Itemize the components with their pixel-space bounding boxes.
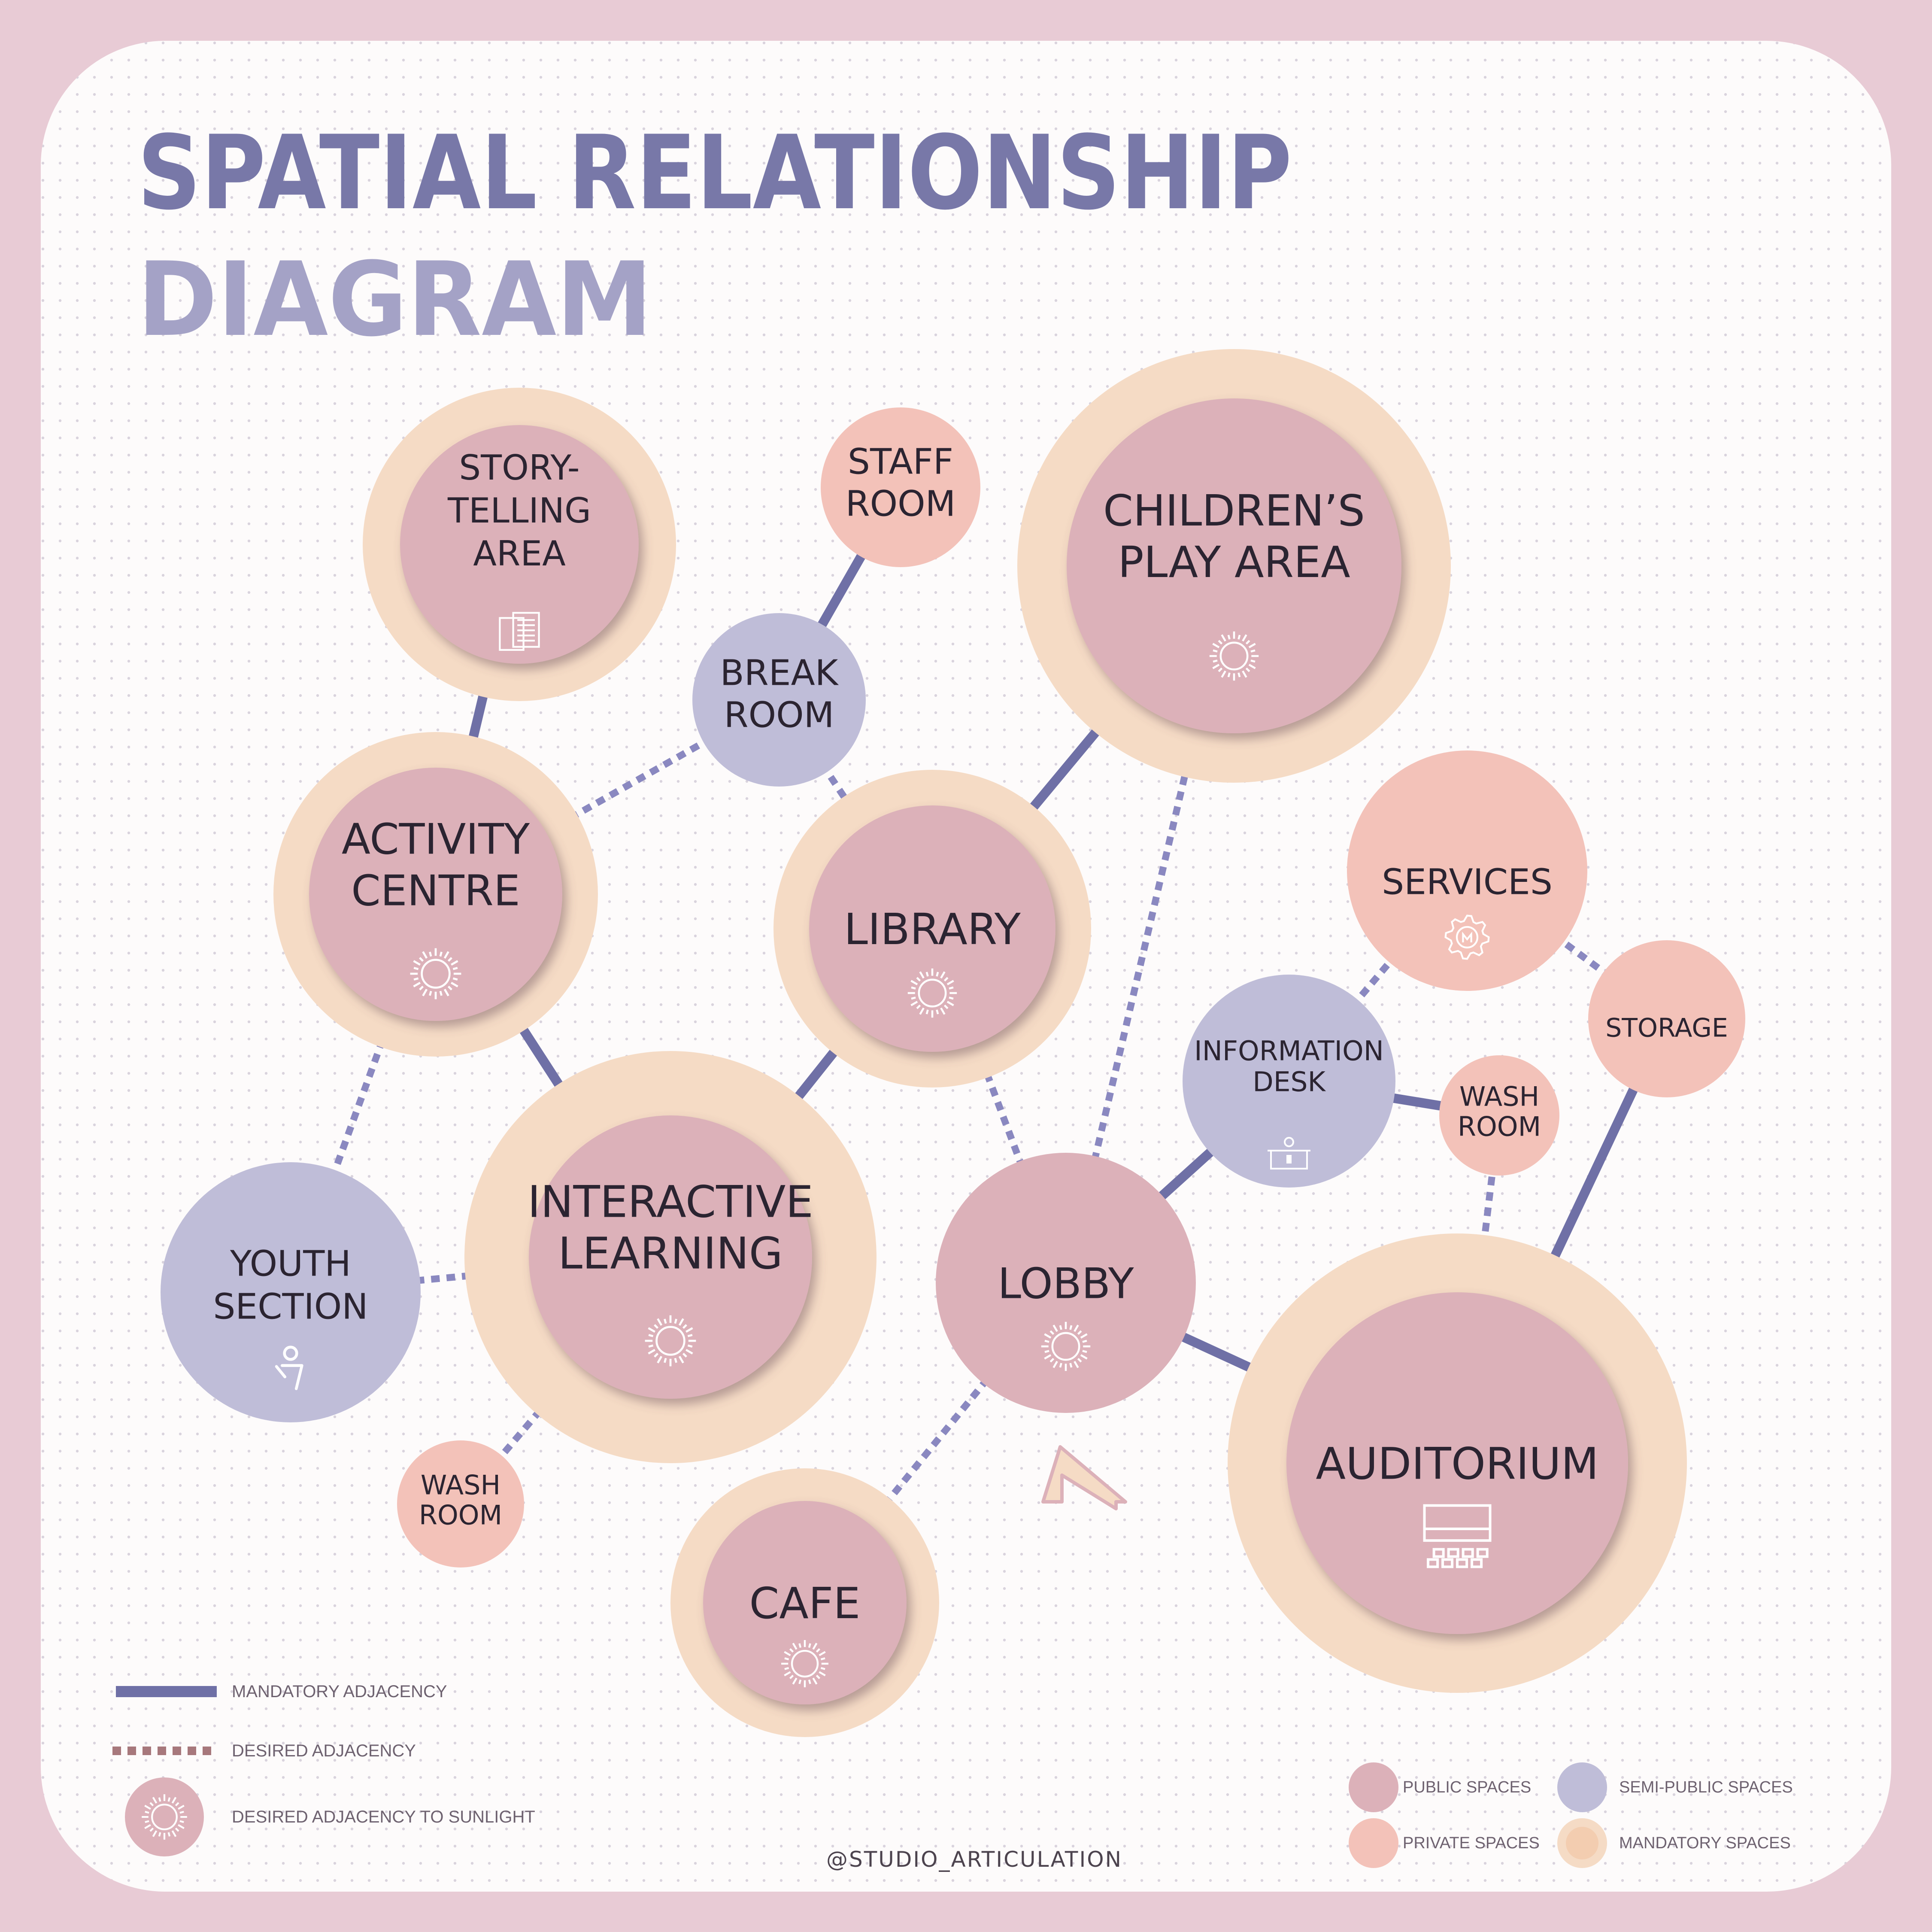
room-label: PLAY AREA bbox=[1118, 537, 1350, 587]
room-label: WASH bbox=[421, 1469, 500, 1501]
room-circle bbox=[529, 1115, 812, 1399]
room-circle bbox=[1439, 1055, 1559, 1176]
legend-sunlight-label: DESIRED ADJACENCY TO SUNLIGHT bbox=[232, 1807, 535, 1826]
room-label: SERVICES bbox=[1382, 862, 1553, 903]
reception-desk-icon bbox=[1268, 1137, 1310, 1170]
room-circle bbox=[309, 768, 562, 1021]
room-label: TELLING bbox=[447, 491, 591, 531]
sun-icon bbox=[410, 948, 461, 999]
legend-public-swatch bbox=[1349, 1762, 1398, 1812]
room-label: STAFF bbox=[848, 442, 953, 483]
credit: @STUDIO_ARTICULATION bbox=[826, 1847, 1122, 1872]
room-label: LIBRARY bbox=[844, 904, 1021, 954]
room-circle bbox=[703, 1501, 907, 1704]
room-node-library: LIBRARY bbox=[773, 770, 1091, 1088]
room-circle bbox=[692, 613, 866, 787]
sun-icon bbox=[1209, 631, 1259, 681]
room-label: LEARNING bbox=[558, 1228, 783, 1279]
room-label: CHILDREN’S bbox=[1103, 486, 1365, 536]
room-circle bbox=[936, 1153, 1196, 1413]
title-line-1: SPATIAL RELATIONSHIP bbox=[137, 114, 1292, 233]
room-label: ACTIVITY bbox=[342, 815, 530, 864]
room-label: ROOM bbox=[1458, 1111, 1541, 1142]
room-label: SECTION bbox=[213, 1287, 368, 1327]
room-nodes: STORY-TELLINGAREASTAFFROOMBREAKROOMCHILD… bbox=[161, 349, 1745, 1737]
person-icon bbox=[275, 1346, 303, 1390]
room-label: AUDITORIUM bbox=[1316, 1439, 1598, 1490]
sun-icon bbox=[781, 1640, 828, 1687]
room-circle bbox=[1588, 940, 1745, 1097]
room-circle bbox=[821, 407, 980, 567]
room-circle bbox=[1183, 975, 1395, 1188]
room-label: STORY- bbox=[459, 448, 579, 488]
room-node-services: SERVICES bbox=[1347, 750, 1587, 991]
legend-public-label: PUBLIC SPACES bbox=[1403, 1778, 1531, 1796]
room-node-auditorium: AUDITORIUM bbox=[1228, 1233, 1687, 1693]
room-circle bbox=[809, 805, 1055, 1052]
legend-mandatory-label: MANDATORY ADJACENCY bbox=[232, 1682, 447, 1701]
room-label: ROOM bbox=[724, 695, 834, 736]
gear-icon bbox=[1444, 914, 1490, 960]
room-circle bbox=[1347, 750, 1587, 991]
room-circle bbox=[161, 1162, 421, 1422]
room-label: INTERACTIVE bbox=[528, 1177, 813, 1228]
room-node-cafe: CAFE bbox=[670, 1468, 939, 1737]
entrance-chevron-icon bbox=[1041, 1445, 1127, 1510]
room-label: CENTRE bbox=[351, 866, 520, 915]
room-label: BREAK bbox=[720, 653, 839, 694]
room-label: ROOM bbox=[419, 1499, 502, 1531]
legend-mandatory-swatch-inner bbox=[1566, 1827, 1598, 1859]
legend-private-label: PRIVATE SPACES bbox=[1403, 1834, 1540, 1852]
room-label: STORAGE bbox=[1605, 1013, 1728, 1043]
room-circle bbox=[397, 1440, 524, 1567]
room-node-storage: STORAGE bbox=[1588, 940, 1745, 1097]
sun-icon bbox=[645, 1315, 696, 1367]
sun-icon bbox=[1041, 1321, 1091, 1371]
room-circle bbox=[1286, 1292, 1628, 1634]
legend-semi-public-swatch bbox=[1557, 1762, 1607, 1812]
room-circle bbox=[400, 425, 639, 664]
stage-seating-icon bbox=[1423, 1504, 1492, 1568]
legend-mandatory-spaces-label: MANDATORY SPACES bbox=[1619, 1834, 1791, 1852]
room-label: AREA bbox=[473, 534, 566, 574]
sun-icon bbox=[142, 1794, 187, 1840]
legend-private-swatch bbox=[1349, 1818, 1398, 1868]
room-label: YOUTH bbox=[230, 1244, 351, 1285]
room-label: ROOM bbox=[846, 484, 956, 525]
room-label: DESK bbox=[1253, 1066, 1326, 1098]
legend-desired-label: DESIRED ADJACENCY bbox=[232, 1741, 416, 1760]
room-node-lobby: LOBBY bbox=[936, 1153, 1196, 1413]
room-label: CAFE bbox=[749, 1578, 861, 1628]
room-label: WASH bbox=[1459, 1081, 1539, 1112]
legend-adjacency: MANDATORY ADJACENCY DESIRED ADJACENCY DE… bbox=[112, 1682, 535, 1856]
legend-semi-public-label: SEMI-PUBLIC SPACES bbox=[1619, 1778, 1793, 1796]
legend-categories: PUBLIC SPACES SEMI-PUBLIC SPACES PRIVATE… bbox=[1349, 1762, 1793, 1868]
room-label: LOBBY bbox=[998, 1259, 1134, 1308]
sun-icon bbox=[907, 968, 957, 1018]
legend-sunlight-swatch bbox=[125, 1777, 204, 1856]
room-label: INFORMATION bbox=[1194, 1036, 1384, 1067]
document-icon bbox=[499, 612, 540, 651]
title-line-2: DIAGRAM bbox=[137, 240, 652, 359]
room-circle bbox=[1067, 398, 1401, 733]
